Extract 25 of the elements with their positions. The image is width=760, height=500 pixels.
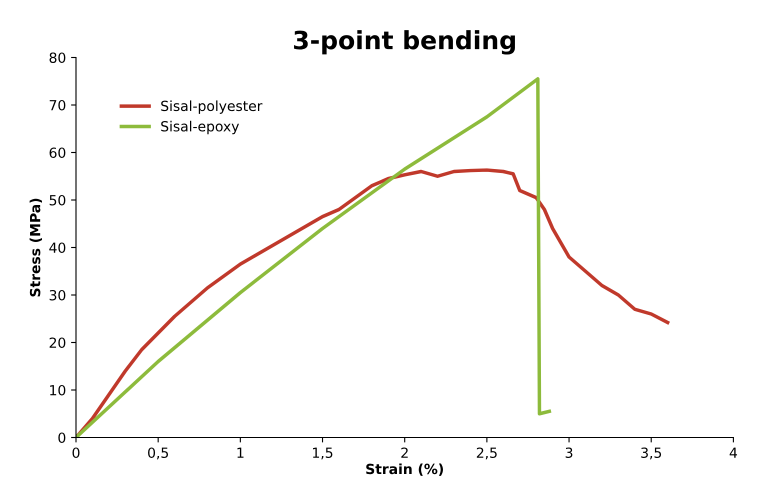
- y-tick-label: 60: [50, 147, 66, 158]
- line-series: [76, 168, 670, 438]
- x-tick-label: 2: [401, 447, 408, 458]
- x-tick-label: 2,5: [476, 447, 497, 460]
- x-tick-label: 0,5: [148, 447, 168, 460]
- y-tick-label: 70: [50, 100, 66, 110]
- legend-label: Sisal-epoxy: [161, 120, 239, 134]
- y-tick-label: 50: [50, 194, 66, 206]
- x-tick-label: 3,5: [641, 447, 662, 460]
- y-tick-label: 30: [50, 290, 66, 300]
- y-tick-label: 80: [50, 52, 66, 63]
- y-tick-label: 20: [50, 337, 66, 348]
- y-tick-label: 0: [58, 432, 66, 443]
- x-tick-label: 0: [72, 447, 80, 458]
- legend-label: Sisal-polyester: [161, 100, 262, 114]
- x-tick-label: 3: [566, 447, 572, 458]
- x-tick-label: 1: [237, 448, 244, 458]
- y-tick-label: 40: [49, 242, 66, 253]
- x-tick-label: 4: [730, 448, 738, 458]
- chart-title: 3-point bending: [294, 30, 515, 55]
- line-series: [76, 77, 552, 438]
- x-axis-title: Strain (%): [366, 463, 443, 476]
- x-tick-label: 1,5: [313, 448, 332, 460]
- y-axis-title: Stress (MPa): [30, 198, 42, 296]
- y-tick-label: 10: [50, 384, 66, 396]
